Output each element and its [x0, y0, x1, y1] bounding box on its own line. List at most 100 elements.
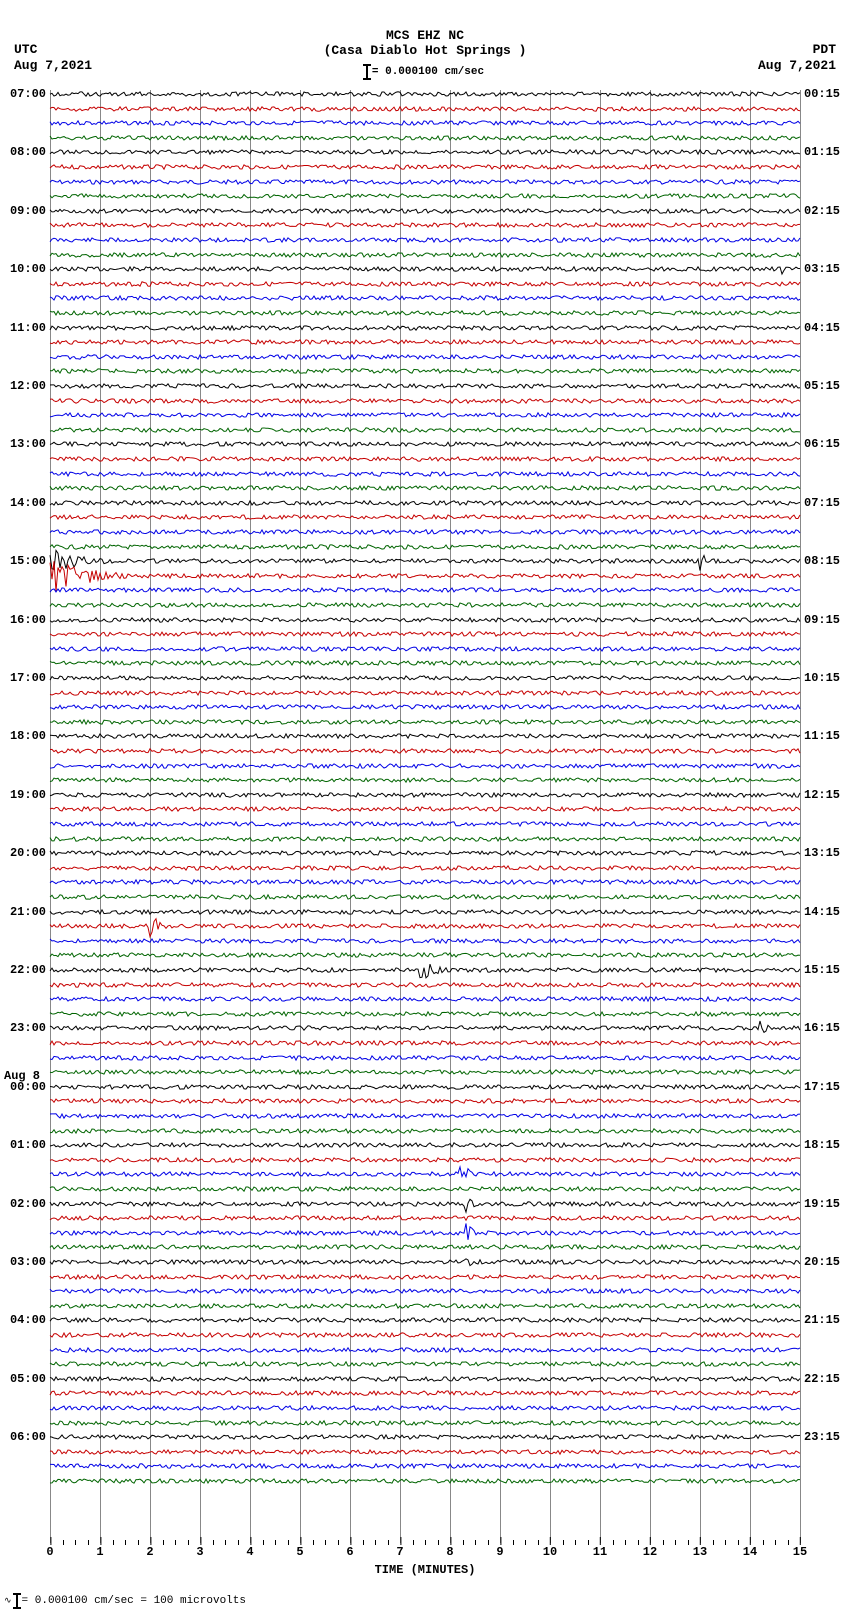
seismic-trace [50, 561, 800, 562]
x-tick: 11 [593, 1545, 607, 1559]
seismic-trace [50, 1393, 800, 1394]
seismic-trace [50, 357, 800, 358]
utc-time-label: 11:00 [4, 321, 50, 335]
seismic-trace [50, 1028, 800, 1029]
seismic-trace [50, 167, 800, 168]
x-minor-tick [613, 1540, 614, 1545]
seismic-trace [50, 1043, 800, 1044]
seismic-trace [50, 255, 800, 256]
x-minor-tick [388, 1540, 389, 1545]
footnote: ∿ = 0.000100 cm/sec = 100 microvolts [4, 1593, 246, 1609]
scale-bar-icon [16, 1593, 18, 1609]
seismic-trace [50, 620, 800, 621]
x-tick: 7 [396, 1545, 403, 1559]
x-minor-tick [313, 1540, 314, 1545]
pdt-time-label: 02:15 [800, 204, 840, 218]
seismic-trace [50, 415, 800, 416]
seismic-trace [50, 1481, 800, 1482]
pdt-time-label: 18:15 [800, 1138, 840, 1152]
x-minor-tick [263, 1540, 264, 1545]
x-minor-tick [225, 1540, 226, 1545]
seismic-trace [50, 298, 800, 299]
x-minor-tick [688, 1540, 689, 1545]
x-minor-tick [463, 1540, 464, 1545]
x-minor-tick [213, 1540, 214, 1545]
utc-time-label: 08:00 [4, 145, 50, 159]
utc-time-label: 05:00 [4, 1372, 50, 1386]
pdt-time-label: 05:15 [800, 379, 840, 393]
station-subtitle: (Casa Diablo Hot Springs ) [0, 43, 850, 58]
x-minor-tick [663, 1540, 664, 1545]
pdt-time-label: 08:15 [800, 554, 840, 568]
x-minor-tick [238, 1540, 239, 1545]
x-minor-tick [713, 1540, 714, 1545]
pdt-time-label: 15:15 [800, 963, 840, 977]
utc-time-label: 07:00 [4, 87, 50, 101]
seismic-trace [50, 576, 800, 577]
seismic-trace [50, 328, 800, 329]
seismic-trace [50, 824, 800, 825]
seismic-trace [50, 1218, 800, 1219]
x-minor-tick [63, 1540, 64, 1545]
seismic-trace [50, 1058, 800, 1059]
utc-time-label: 18:00 [4, 729, 50, 743]
seismic-trace [50, 897, 800, 898]
pdt-time-label: 13:15 [800, 846, 840, 860]
seismic-trace [50, 1174, 800, 1175]
seismic-trace [50, 371, 800, 372]
utc-time-label: 13:00 [4, 437, 50, 451]
x-tick: 10 [543, 1545, 557, 1559]
utc-time-label: 01:00 [4, 1138, 50, 1152]
seismic-trace [50, 182, 800, 183]
x-tick: 12 [643, 1545, 657, 1559]
utc-time-label: 20:00 [4, 846, 50, 860]
seismic-trace [50, 1087, 800, 1088]
seismic-trace [50, 1145, 800, 1146]
seismic-trace [50, 1262, 800, 1263]
seismic-trace [50, 1306, 800, 1307]
x-tick: 14 [743, 1545, 757, 1559]
x-minor-tick [363, 1540, 364, 1545]
x-minor-tick [525, 1540, 526, 1545]
seismic-trace [50, 342, 800, 343]
seismic-trace [50, 999, 800, 1000]
seismic-trace [50, 1466, 800, 1467]
pdt-time-label: 14:15 [800, 905, 840, 919]
seismic-trace [50, 795, 800, 796]
seismic-trace [50, 459, 800, 460]
pdt-time-label: 07:15 [800, 496, 840, 510]
x-minor-tick [588, 1540, 589, 1545]
pdt-time-label: 00:15 [800, 87, 840, 101]
x-minor-tick [775, 1540, 776, 1545]
seismic-trace [50, 547, 800, 548]
x-minor-tick [563, 1540, 564, 1545]
seismic-trace [50, 474, 800, 475]
seismic-trace [50, 1189, 800, 1190]
pdt-time-label: 12:15 [800, 788, 840, 802]
x-minor-tick [125, 1540, 126, 1545]
seismic-trace [50, 926, 800, 927]
x-minor-tick [488, 1540, 489, 1545]
pdt-time-label: 11:15 [800, 729, 840, 743]
x-tick: 5 [296, 1545, 303, 1559]
x-minor-tick [638, 1540, 639, 1545]
seismic-trace [50, 751, 800, 752]
x-tick: 13 [693, 1545, 707, 1559]
seismic-trace [50, 663, 800, 664]
seismic-trace [50, 444, 800, 445]
seismic-trace [50, 225, 800, 226]
seismic-trace [50, 269, 800, 270]
seismic-trace [50, 1335, 800, 1336]
utc-time-label: 19:00 [4, 788, 50, 802]
utc-time-label: 23:00 [4, 1021, 50, 1035]
x-minor-tick [163, 1540, 164, 1545]
seismic-trace [50, 605, 800, 606]
seismic-trace [50, 1116, 800, 1117]
timezone-right: PDT [813, 42, 836, 57]
seismic-trace [50, 532, 800, 533]
x-minor-tick [788, 1540, 789, 1545]
seismic-trace [50, 1277, 800, 1278]
x-axis-title: TIME (MINUTES) [375, 1563, 476, 1577]
day-label: Aug 8 [4, 1069, 50, 1083]
x-minor-tick [275, 1540, 276, 1545]
